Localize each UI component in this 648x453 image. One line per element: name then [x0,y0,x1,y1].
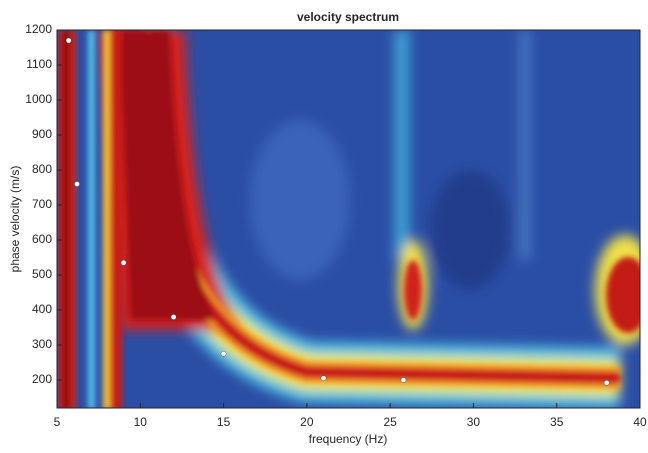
y-tick-label: 300 [32,337,52,351]
y-tick-label: 1100 [26,57,52,71]
picked-point [65,37,72,44]
x-tick-label: 15 [217,415,231,429]
x-tick-label: 20 [300,415,314,429]
y-tick-label: 200 [32,372,52,386]
picked-point [74,181,80,187]
x-tick-label: 10 [134,415,148,429]
x-tick-label: 5 [54,415,61,429]
picked-point [400,377,407,383]
picked-point [120,259,127,266]
chart-title: velocity spectrum [297,10,399,24]
y-tick-label: 600 [32,232,52,246]
y-tick-label: 400 [32,302,52,316]
picked-point [220,350,227,357]
y-tick-label: 800 [32,162,52,176]
x-axis-label: frequency (Hz) [309,432,388,446]
y-tick-label: 700 [32,197,52,211]
y-tick-label: 1000 [25,92,52,106]
plot-frame [56,29,641,409]
y-tick-label: 500 [32,267,52,281]
y-tick-label: 900 [32,127,52,141]
picked-point [170,314,177,320]
x-tick-label: 40 [633,415,647,429]
y-axis-label: phase velocity (m/s) [8,166,22,273]
x-tick-label: 35 [550,415,564,429]
x-tick-label: 30 [467,415,481,429]
x-tick-label: 25 [383,415,397,429]
y-tick-label: 1200 [25,22,52,36]
spectrum-background [57,30,640,408]
picked-point [603,379,610,386]
picked-point [320,375,327,382]
